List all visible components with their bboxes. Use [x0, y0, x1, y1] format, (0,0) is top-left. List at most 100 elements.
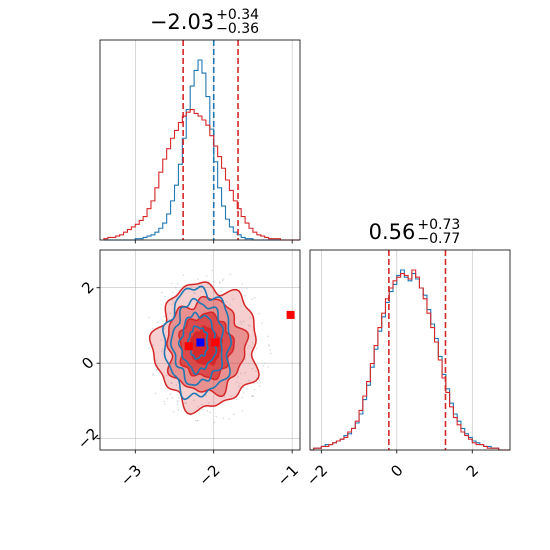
marginal-y-histogram: −2 0 2: [303, 249, 511, 490]
joint-red-marker: [286, 310, 295, 319]
marginal-y-title-minus: −0.77: [417, 231, 460, 247]
joint-scatter-point: [268, 345, 270, 348]
joint-scatter-point: [258, 379, 261, 382]
marginal-x-series-1-step: [103, 109, 300, 241]
joint-scatter-point: [255, 370, 257, 373]
joint-scatter-point: [244, 294, 246, 297]
joint-scatter-point: [211, 269, 213, 272]
joint-scatter-point: [172, 301, 175, 304]
joint-scatter-point: [163, 315, 166, 318]
joint-scatter-point: [257, 382, 259, 384]
joint-scatter-point: [185, 402, 187, 404]
joint-scatter-point: [160, 350, 163, 352]
joint-scatter-point: [176, 401, 179, 403]
joint-scatter-point: [247, 324, 250, 327]
joint-scatter-point: [229, 273, 232, 276]
joint-scatter-point: [194, 419, 197, 422]
marginal-x-series-0-step: [103, 59, 300, 241]
joint-scatter-point: [166, 374, 168, 377]
joint-scatter-point: [169, 312, 172, 314]
joint-ytick-label: 0: [78, 353, 97, 372]
joint-red-marker: [211, 338, 220, 347]
joint-scatter-point: [177, 400, 179, 402]
marginal-y-xtick-label: 2: [463, 461, 482, 480]
joint-scatter-point: [161, 348, 164, 350]
joint-scatter-point: [246, 287, 248, 290]
joint-scatter-point: [151, 374, 154, 376]
joint-scatter-point: [208, 401, 210, 404]
joint-scatter-point: [223, 396, 226, 398]
joint-scatter-point: [251, 341, 253, 344]
joint-scatter-point: [152, 372, 155, 375]
joint-scatter-point: [169, 393, 172, 395]
joint-scatter-point: [239, 382, 241, 385]
joint-scatter-point: [255, 347, 258, 350]
joint-scatter-point: [248, 344, 251, 347]
joint-scatter-point: [230, 395, 232, 397]
joint-scatter-point: [240, 323, 243, 325]
joint-scatter-point: [239, 320, 242, 323]
joint-scatter-point: [268, 344, 270, 346]
joint-scatter-point: [202, 408, 204, 411]
joint-scatter-point: [184, 402, 186, 405]
marginal-y-xtick-label: −2: [303, 461, 331, 489]
joint-scatter-point: [247, 347, 249, 349]
joint-scatter-point: [161, 291, 163, 294]
joint-scatter-point: [220, 290, 222, 293]
joint-scatter-point: [267, 366, 269, 368]
joint-scatter-point: [237, 376, 239, 378]
joint-scatter-point: [174, 286, 177, 289]
joint-scatter-point: [251, 395, 254, 397]
joint-scatter-point: [261, 322, 263, 324]
joint-scatter-point: [218, 281, 221, 283]
joint-scatter-point: [197, 419, 199, 422]
joint-scatter-point: [225, 300, 227, 303]
joint-scatter-point: [262, 365, 265, 368]
joint-scatter-point: [249, 317, 252, 319]
joint-scatter-point: [232, 413, 235, 416]
marginal-x-title-plus: +0.34: [216, 7, 259, 23]
joint-scatter-point: [241, 410, 244, 412]
marginal-y-xtick-label: 0: [387, 461, 406, 480]
joint-contour-plot: −3 −2 −1 −2 0 2: [74, 249, 302, 490]
joint-scatter-point: [154, 392, 157, 395]
joint-scatter-point: [251, 298, 254, 301]
joint-scatter-point: [213, 421, 216, 424]
joint-scatter-point: [163, 403, 166, 405]
joint-scatter-point: [258, 312, 260, 315]
joint-xtick-label: −1: [274, 461, 302, 489]
joint-scatter-point: [267, 335, 269, 338]
joint-scatter-point: [170, 382, 173, 385]
joint-scatter-point: [170, 381, 172, 384]
joint-scatter-point: [248, 325, 251, 327]
joint-scatter-point: [206, 410, 209, 412]
joint-scatter-point: [253, 382, 256, 384]
marginal-y-series-0-step: [310, 269, 510, 451]
joint-scatter-point: [244, 372, 247, 374]
joint-scatter-point: [147, 347, 150, 350]
joint-scatter-point: [238, 385, 240, 388]
joint-scatter-point: [152, 327, 154, 330]
joint-scatter-point: [269, 348, 271, 351]
joint-scatter-point: [197, 405, 199, 408]
joint-scatter-point: [244, 357, 247, 360]
joint-scatter-point: [235, 381, 238, 384]
joint-scatter-point: [227, 418, 230, 420]
joint-scatter-point: [152, 344, 155, 346]
joint-scatter-point: [254, 388, 256, 391]
joint-scatter-point: [197, 278, 199, 280]
joint-scatter-point: [205, 394, 207, 397]
marginal-y-axes-frame: [309, 249, 511, 451]
joint-scatter-point: [193, 291, 195, 294]
joint-scatter-point: [177, 397, 180, 399]
joint-blue-contour-level: [170, 297, 224, 386]
joint-ytick-label: 2: [78, 278, 97, 297]
joint-blue-marker: [196, 338, 205, 347]
joint-scatter-point: [269, 352, 272, 355]
joint-scatter-point: [258, 385, 261, 387]
joint-scatter-point: [250, 346, 253, 349]
joint-scatter-point: [193, 292, 196, 295]
marginal-x-histogram: [99, 39, 301, 244]
joint-scatter-point: [155, 359, 157, 361]
